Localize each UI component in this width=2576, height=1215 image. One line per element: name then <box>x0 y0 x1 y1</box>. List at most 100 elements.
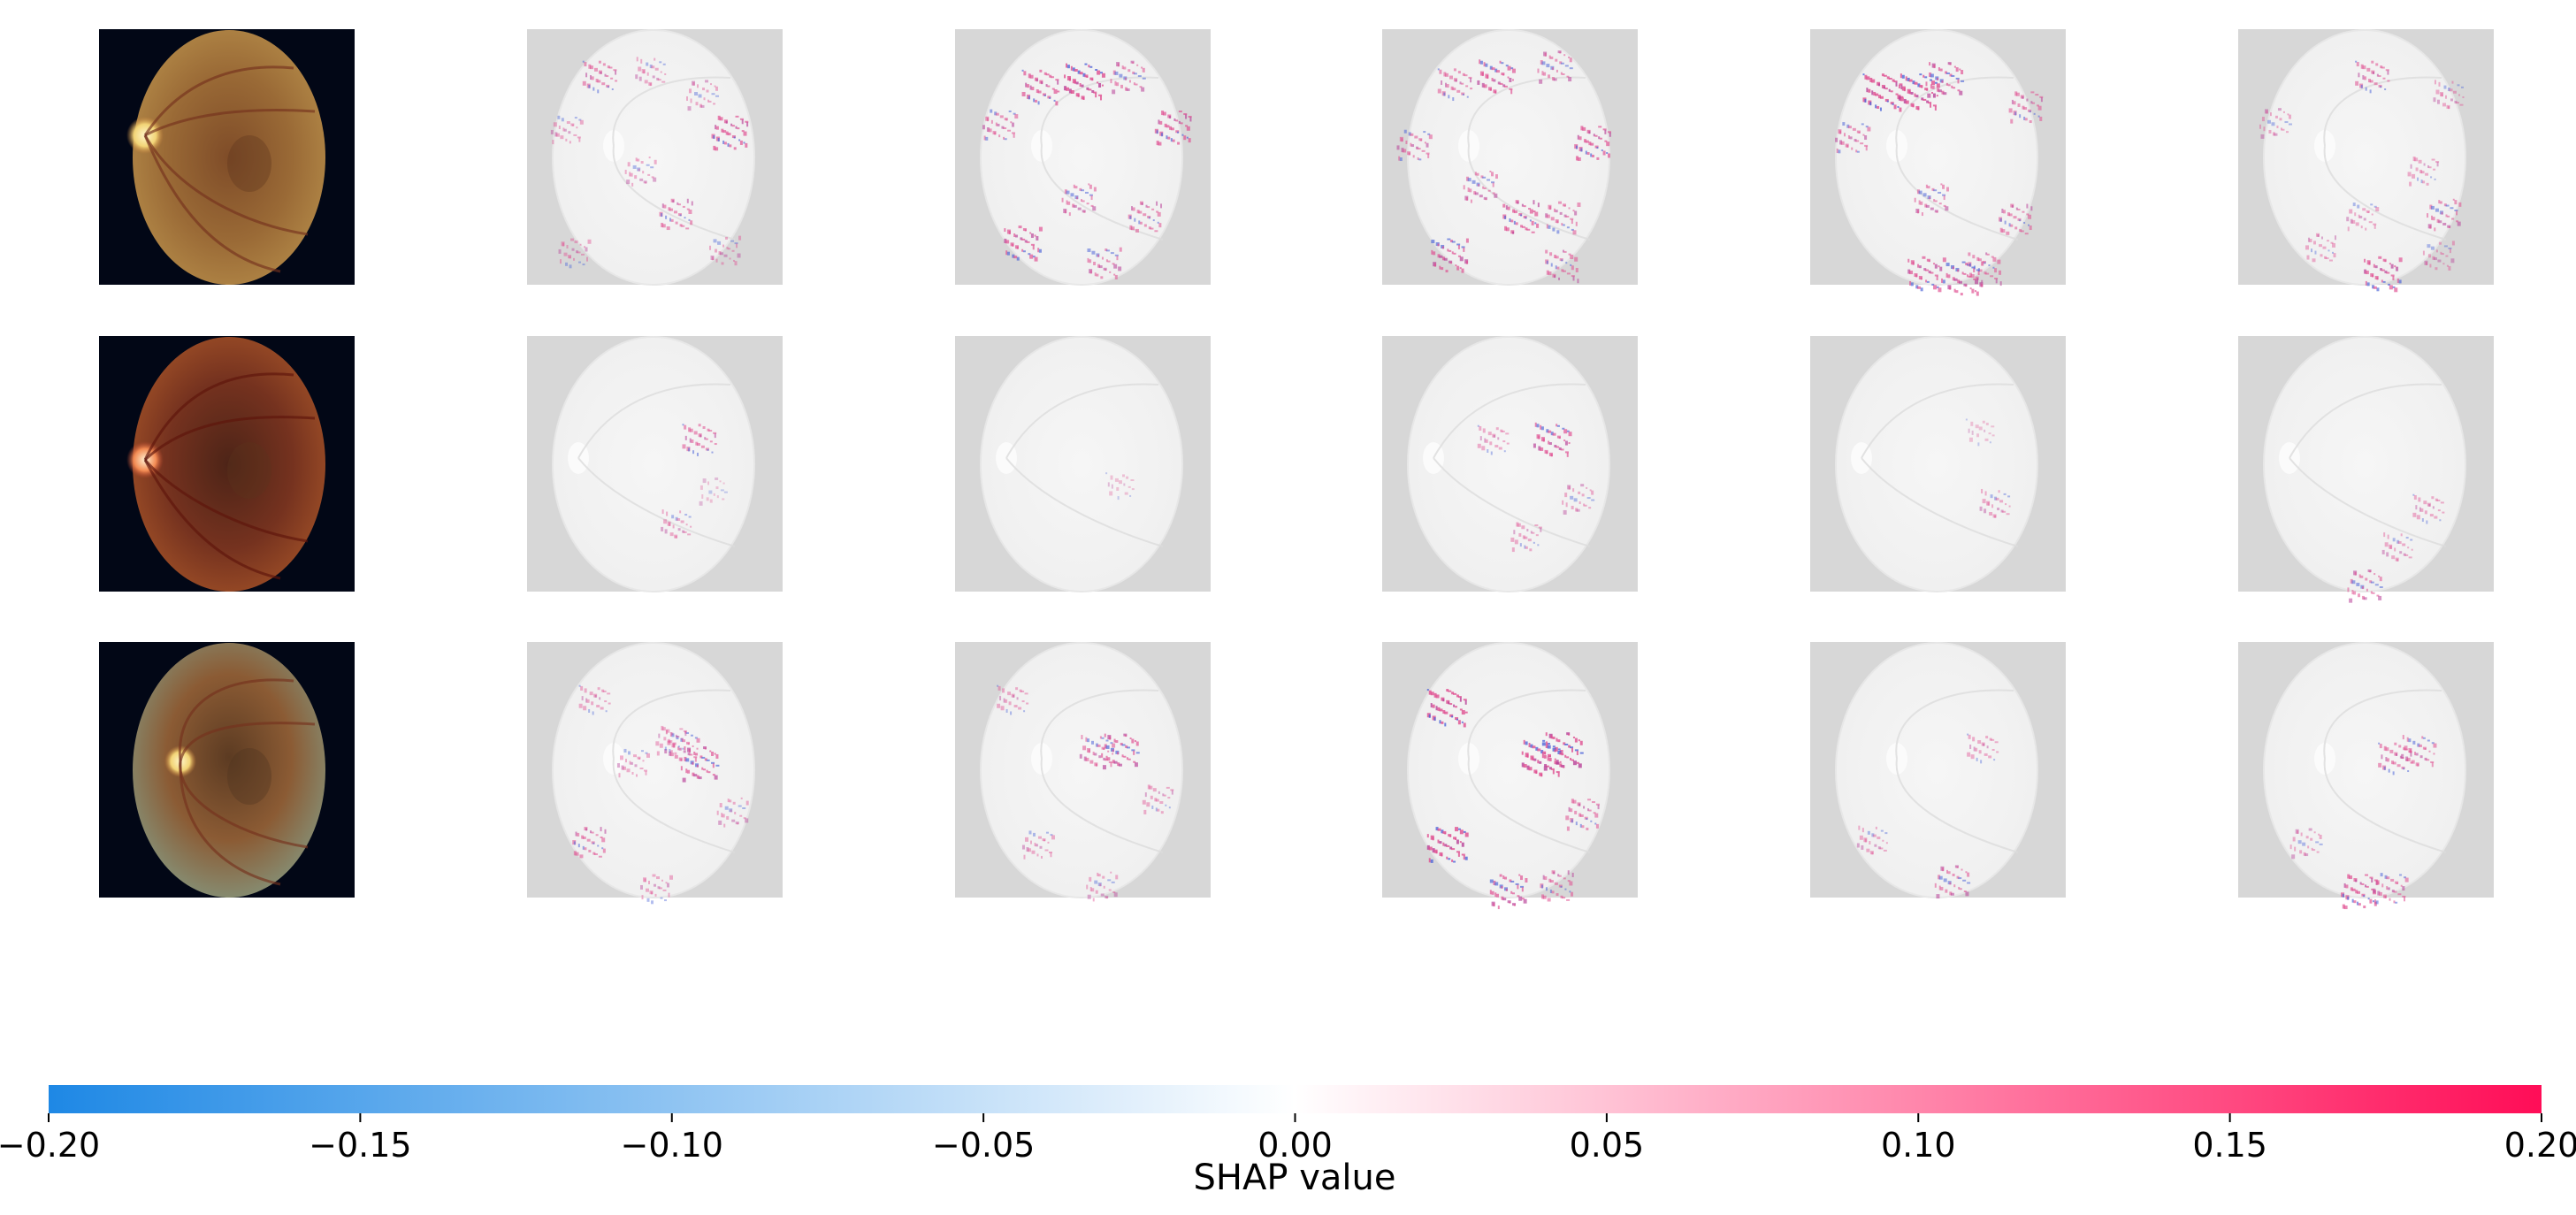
shap-hotspot-pixel <box>1112 760 1115 764</box>
shap-hotspot-pixel <box>2447 88 2450 92</box>
shap-hotspot-pixel <box>1554 208 1556 212</box>
shap-hotspot-pixel <box>1983 743 1985 746</box>
shap-hotspot-pixel <box>1945 206 1949 211</box>
shap-hotspot-pixel <box>665 882 668 884</box>
shap-hotspot-pixel <box>1559 763 1563 768</box>
shap-hotspot-pixel <box>1561 753 1564 756</box>
shap-hotspot-pixel <box>1562 249 1564 253</box>
shap-hotspot-pixel <box>2358 574 2361 578</box>
shap-hotspot-pixel <box>1110 475 1113 480</box>
shap-hotspot-pixel <box>995 122 998 126</box>
shap-hotspot-pixel <box>1957 269 1960 272</box>
shap-hotspot-pixel <box>1451 848 1456 851</box>
shap-hotspot-pixel <box>2015 207 2018 210</box>
shap-hotspot-pixel <box>2312 258 2316 263</box>
shap-hotspot-pixel <box>1579 752 1584 754</box>
shap-hotspot-pixel <box>698 424 701 427</box>
shap-hotspot-pixel <box>2011 99 2014 104</box>
shap-hotspot-pixel <box>1465 196 1468 201</box>
shap-hotspot-pixel <box>1556 266 1560 270</box>
shap-hotspot-pixel <box>586 256 589 262</box>
shap-hotspot-pixel <box>1943 878 1947 883</box>
shap-hotspot-pixel <box>1867 126 1871 132</box>
shap-hotspot-pixel <box>1969 287 1972 290</box>
shap-map-row-1-output-3 <box>1382 29 1638 286</box>
shap-hotspot-pixel <box>1091 888 1095 892</box>
shap-hotspot-pixel <box>1884 98 1889 102</box>
shap-hotspot-pixel <box>1515 222 1518 225</box>
shap-hotspot-pixel <box>2421 736 2424 739</box>
shap-hotspot-pixel <box>1552 432 1556 436</box>
shap-hotspot-pixel <box>1593 134 1595 137</box>
shap-hotspot-pixel <box>1528 208 1532 210</box>
shap-hotspot-pixel <box>1928 260 1930 263</box>
shap-hotspot-pixel <box>1525 878 1528 883</box>
shap-hotspot-pixel <box>1574 737 1578 743</box>
shap-hotspot-pixel <box>1501 896 1504 900</box>
shap-hotspot-pixel <box>1013 112 1016 115</box>
shap-hotspot-pixel <box>2373 901 2377 906</box>
shap-hotspot-pixel <box>2362 65 2366 70</box>
shap-hotspot-pixel <box>1152 788 1157 792</box>
shap-hotspot-pixel <box>1451 859 1454 862</box>
shap-hotspot-pixel <box>1548 225 1551 229</box>
shap-hotspot-pixel <box>1439 708 1443 712</box>
shap-hotspot-pixel <box>1863 837 1868 843</box>
shap-hotspot-pixel <box>714 753 716 755</box>
shap-hotspot-pixel <box>1572 760 1577 766</box>
shap-hotspot-pixel <box>1441 246 1444 249</box>
shap-hotspot-pixel <box>2371 888 2374 890</box>
shap-hotspot-pixel <box>709 750 712 753</box>
shap-hotspot-pixel <box>2445 214 2448 218</box>
shap-hotspot-pixel <box>1540 527 1542 532</box>
shap-hotspot-pixel <box>1554 882 1558 885</box>
shap-hotspot-pixel <box>1869 102 1872 106</box>
shap-hotspot-pixel <box>1513 220 1516 225</box>
shap-hotspot-pixel <box>2390 760 2394 765</box>
shap-hotspot-pixel <box>1965 871 1968 874</box>
shap-hotspot-pixel <box>644 80 648 84</box>
shap-hotspot-pixel <box>2001 208 2004 213</box>
shap-hotspot-pixel <box>2285 131 2289 134</box>
shap-hotspot-pixel <box>686 96 689 101</box>
shap-hotspot-pixel <box>1505 65 1509 67</box>
shap-hotspot-pixel <box>1066 63 1067 68</box>
shap-hotspot-pixel <box>1548 271 1552 276</box>
shap-hotspot-pixel <box>1523 205 1526 208</box>
shap-hotspot-pixel <box>1568 56 1571 58</box>
shap-hotspot-pixel <box>2372 274 2374 278</box>
shap-hotspot-pixel <box>686 208 690 210</box>
shap-hotspot-pixel <box>1549 889 1552 893</box>
shap-hotspot-pixel <box>699 434 702 438</box>
shap-hotspot-pixel <box>1421 149 1426 152</box>
shap-hotspot-pixel <box>1900 73 1902 79</box>
shap-hotspot-pixel <box>1415 146 1418 149</box>
shap-hotspot-pixel <box>2387 887 2390 890</box>
shap-hotspot-pixel <box>1895 81 1898 87</box>
shap-hotspot-pixel <box>1507 206 1510 210</box>
shap-hotspot-pixel <box>2355 60 2358 63</box>
shap-hotspot-pixel <box>667 738 670 743</box>
shap-hotspot-pixel <box>2317 234 2320 238</box>
shap-hotspot-pixel <box>1167 136 1171 140</box>
shap-hotspot-pixel <box>582 845 585 850</box>
shap-hotspot-pixel <box>1908 79 1913 82</box>
shap-hotspot-pixel <box>1517 523 1521 527</box>
shap-hotspot-pixel <box>1064 189 1067 195</box>
shap-hotspot-pixel <box>1989 737 1992 741</box>
shap-hotspot-pixel <box>618 773 621 778</box>
shap-hotspot-pixel <box>2445 255 2449 257</box>
shap-hotspot-pixel <box>563 128 567 132</box>
shap-hotspot-pixel <box>1138 220 1141 225</box>
shap-hotspot-pixel <box>1571 228 1574 231</box>
shap-hotspot-pixel <box>2432 217 2435 221</box>
shap-hotspot-pixel <box>2442 103 2446 107</box>
shap-hotspot-pixel <box>722 482 725 485</box>
shap-hotspot-pixel <box>2450 98 2453 102</box>
shap-hotspot-pixel <box>1554 746 1558 752</box>
shap-hotspot-pixel <box>1861 844 1864 850</box>
shap-hotspot-pixel <box>1942 194 1946 196</box>
shap-hotspot-pixel <box>1939 68 1943 72</box>
shap-hotspot-pixel <box>1570 255 1574 259</box>
shap-hotspot-pixel <box>2008 505 2011 508</box>
